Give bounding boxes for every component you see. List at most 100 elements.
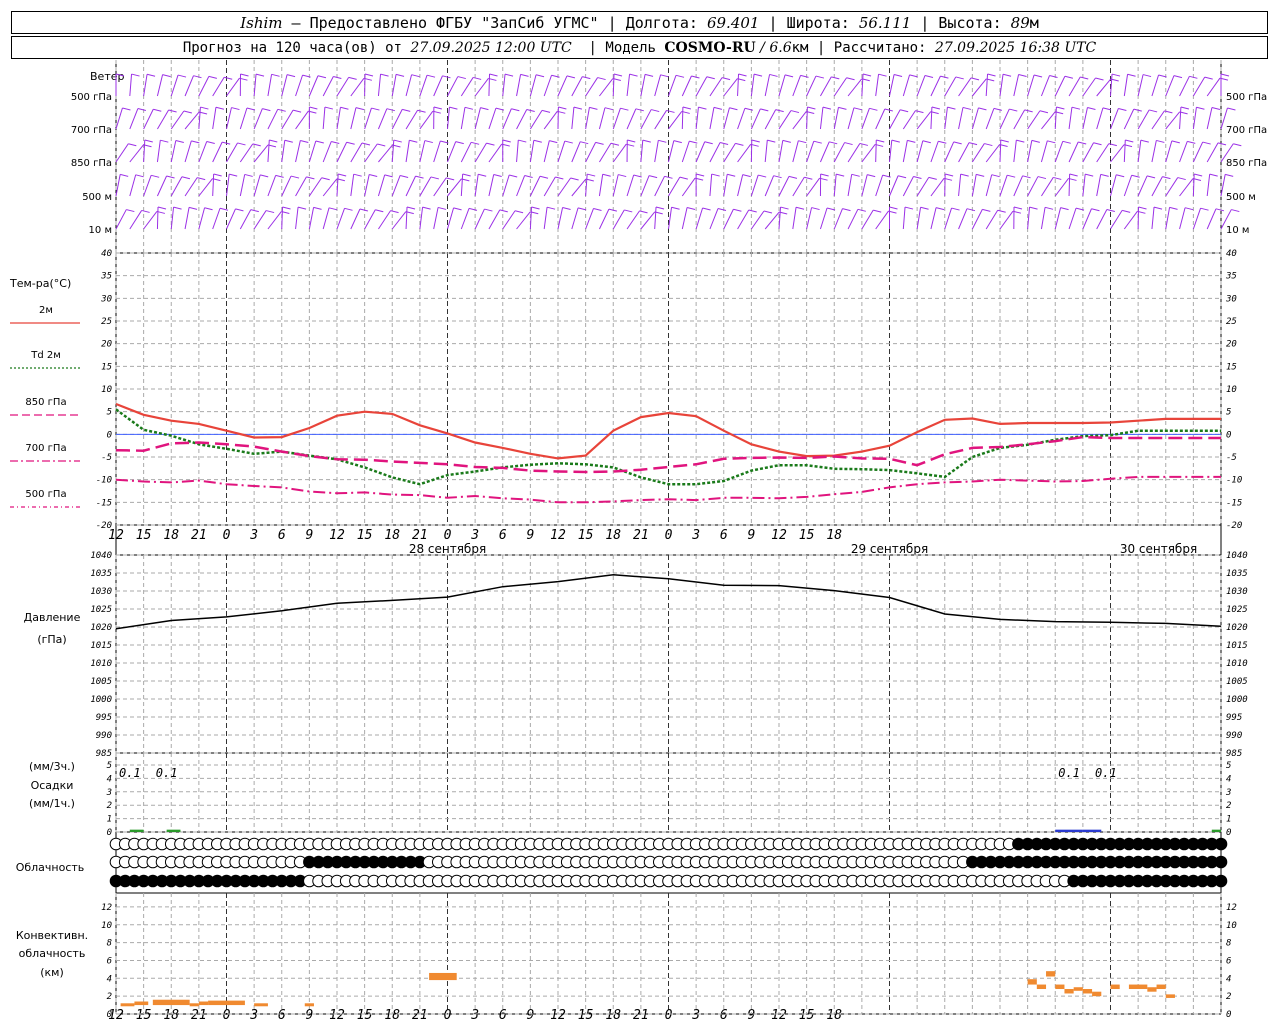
conv-cloud-bar <box>1073 987 1083 991</box>
wind-barb <box>1165 207 1171 230</box>
wind-barb <box>424 140 433 144</box>
wind-barb <box>1013 206 1023 210</box>
precip-bar <box>166 829 181 832</box>
wind-barb <box>1047 140 1056 144</box>
wind-barb <box>539 175 549 179</box>
wind-barb <box>489 73 498 77</box>
wind-barb <box>571 107 575 130</box>
wind-barb <box>985 74 989 97</box>
wind-barb <box>529 110 543 130</box>
wind-barb <box>336 208 345 230</box>
wind-barb <box>764 211 780 230</box>
wind-barb <box>151 174 160 178</box>
wind-barb <box>555 176 564 180</box>
wind-barb <box>1200 207 1209 211</box>
wind-barb <box>471 141 480 145</box>
wind-barb <box>336 107 341 130</box>
wind-barb <box>944 141 955 163</box>
conv-ytick: 6 <box>107 956 112 966</box>
wind-barb <box>468 207 478 211</box>
wind-barb <box>580 141 589 145</box>
wind-level-label: 500 гПа <box>1226 92 1267 103</box>
wind-barb <box>999 139 1002 163</box>
precip-ytick: 2 <box>1226 801 1231 811</box>
wind-barb <box>792 176 805 197</box>
wind-barb <box>1192 208 1202 230</box>
pressure-ytick: 985 <box>96 749 112 759</box>
wind-barb <box>778 110 792 130</box>
precip-bar <box>1055 829 1083 832</box>
wind-barb <box>889 74 895 97</box>
wind-barb <box>709 107 715 130</box>
wind-barb <box>430 176 439 180</box>
wind-barb <box>869 107 878 111</box>
hour-label: 9 <box>747 528 755 543</box>
wind-barb <box>437 206 447 210</box>
wind-barb <box>377 108 388 130</box>
wind-barb <box>1220 143 1234 163</box>
wind-barb <box>1068 173 1071 197</box>
temp-ytick: 15 <box>1226 362 1237 372</box>
wind-barb <box>308 177 323 197</box>
calc-label: Рассчитано: <box>833 39 927 56</box>
wind-barb <box>460 174 464 197</box>
wind-barb <box>157 109 170 130</box>
wind-barb <box>1040 140 1048 163</box>
wind-barb <box>971 78 987 97</box>
wind-barb <box>847 107 855 130</box>
wind-barb <box>380 73 389 77</box>
wind-barb <box>1000 139 1009 143</box>
model-name: COSMO-RU <box>664 39 756 56</box>
wind-barb <box>1064 75 1074 79</box>
hour-label: 0 <box>444 528 452 543</box>
wind-barb <box>800 74 809 78</box>
precip-ytick: 3 <box>1225 788 1231 798</box>
wind-barb <box>847 143 861 163</box>
wind-barb <box>309 106 318 110</box>
wind-barb <box>160 139 169 143</box>
wind-barb <box>648 175 658 179</box>
wind-barb <box>516 140 519 163</box>
wind-barb <box>585 77 599 97</box>
pressure-ytick: 1040 <box>1226 551 1248 561</box>
wind-barb <box>143 211 158 230</box>
wind-barb <box>1215 208 1225 212</box>
wind-barb <box>297 206 307 210</box>
wind-barb <box>847 209 859 230</box>
pressure-ytick: 1005 <box>90 677 112 687</box>
lat-label: Широта: <box>786 13 850 32</box>
wind-barb <box>198 178 213 197</box>
wind-barb <box>985 174 993 197</box>
wind-barb <box>675 74 685 78</box>
temp-ytick: 30 <box>100 294 112 304</box>
wind-barb <box>737 174 744 197</box>
wind-barb <box>861 174 868 197</box>
wind-barb <box>806 177 820 197</box>
wind-level-label: 700 гПа <box>71 125 112 136</box>
temp-title: Тем-ра(°C) <box>9 277 71 290</box>
wind-barb <box>417 109 426 113</box>
wind-barb <box>909 74 918 78</box>
wind-barb <box>1031 139 1040 143</box>
wind-barb <box>1204 76 1213 80</box>
pressure-ytick: 1025 <box>90 605 112 615</box>
wind-barb <box>738 73 747 77</box>
hour-label: 6 <box>499 528 507 543</box>
wind-barb <box>184 111 200 130</box>
hour-label: 21 <box>412 1008 428 1023</box>
wind-barb <box>156 206 159 230</box>
wind-barb <box>504 73 514 77</box>
wind-barb <box>1096 78 1112 97</box>
wind-barb <box>846 77 855 81</box>
wind-barb <box>226 208 236 230</box>
wind-barb <box>262 108 271 112</box>
wind-barb <box>269 139 278 143</box>
temp-ytick: -5 <box>1226 453 1237 463</box>
wind-barb <box>222 141 231 145</box>
temp-legend-label: 850 гПа <box>25 397 66 408</box>
wind-barb <box>1189 75 1198 79</box>
wind-barb <box>1225 173 1234 177</box>
wind-barb <box>875 210 889 230</box>
temp-ytick: -20 <box>1226 521 1242 531</box>
temp-ytick: 20 <box>101 340 112 350</box>
